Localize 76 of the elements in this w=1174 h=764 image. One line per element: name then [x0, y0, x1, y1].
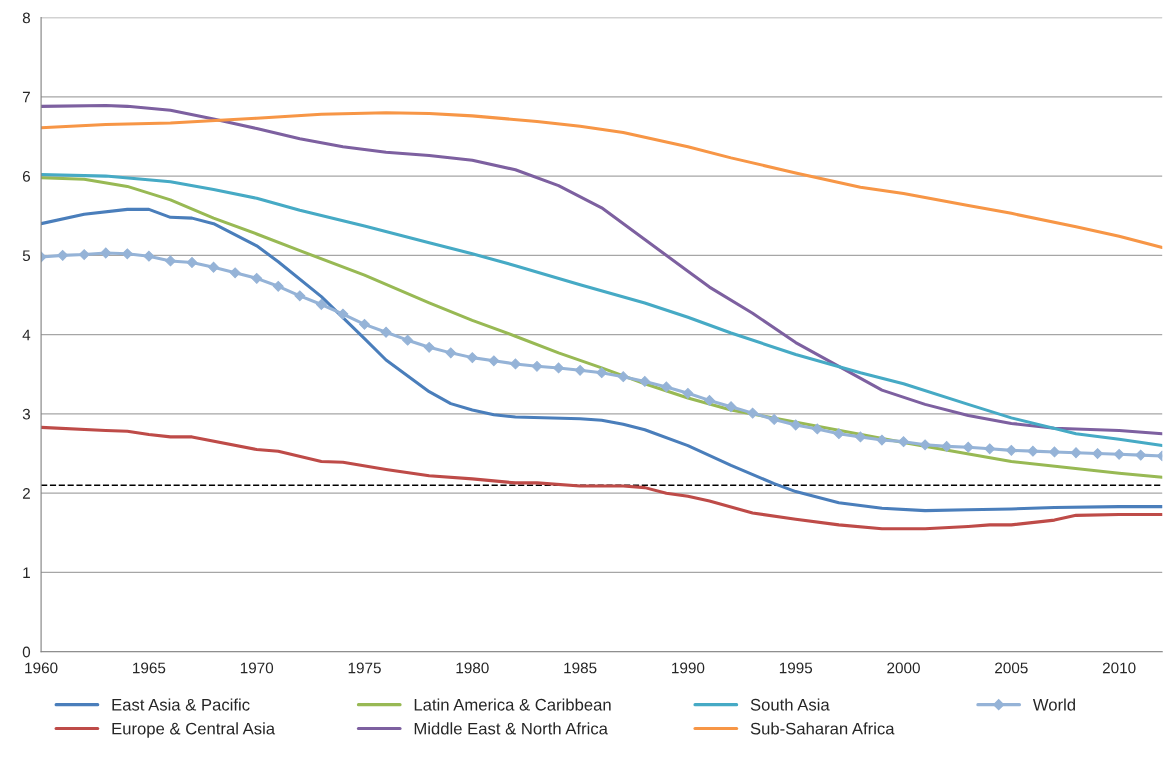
point	[984, 443, 996, 455]
point	[747, 407, 759, 419]
point	[725, 401, 737, 413]
x-tick-label: 1990	[672, 662, 705, 674]
point	[337, 308, 349, 320]
point	[402, 334, 414, 346]
point	[208, 261, 220, 273]
point	[553, 362, 564, 374]
point	[768, 414, 780, 425]
point	[186, 257, 198, 268]
point	[574, 364, 586, 376]
legend-label: East Asia & Pacific	[112, 698, 250, 711]
point	[682, 387, 694, 399]
x-tick-label: 1965	[133, 662, 166, 674]
x-tick-label: 1985	[564, 662, 597, 674]
x-tick-label: 2010	[1102, 662, 1136, 674]
point	[962, 441, 974, 453]
point	[380, 326, 392, 338]
y-tick-label: 3	[22, 408, 30, 420]
legend-label: Sub-Saharan Africa	[750, 722, 895, 735]
line-series	[41, 111, 1163, 249]
point	[596, 367, 608, 379]
point	[423, 341, 435, 353]
point	[1070, 447, 1082, 459]
line-series	[41, 104, 1163, 436]
y-tick-label: 4	[22, 329, 31, 341]
legend-label: South Asia	[750, 698, 830, 711]
x-tick-label: 1975	[348, 662, 381, 674]
y-tick-label: 6	[22, 170, 30, 182]
point	[445, 347, 457, 359]
legend-label: World	[1032, 698, 1075, 711]
point	[811, 423, 823, 435]
point	[833, 428, 845, 440]
point	[488, 355, 500, 367]
point	[1049, 446, 1060, 458]
point	[790, 419, 802, 431]
line-series	[41, 425, 1163, 531]
legend-label: Middle East & North Africa	[414, 722, 608, 735]
y-tick-label: 0	[22, 646, 31, 658]
point	[272, 280, 284, 292]
y-tick-label: 1	[23, 567, 30, 578]
x-tick-label: 2000	[887, 662, 920, 674]
point	[78, 249, 90, 261]
x-tick-label: 1980	[456, 662, 489, 674]
point	[143, 250, 155, 262]
point	[315, 299, 327, 310]
x-tick-label: 1995	[779, 662, 813, 674]
point	[660, 381, 672, 393]
point	[919, 439, 931, 451]
point	[251, 272, 263, 284]
point	[100, 247, 112, 259]
point	[359, 318, 370, 330]
point	[1113, 448, 1125, 460]
point	[617, 371, 629, 383]
y-tick-label: 2	[22, 488, 30, 499]
point	[898, 436, 909, 448]
point	[531, 360, 543, 372]
point	[1005, 444, 1017, 456]
point	[876, 434, 888, 446]
point	[229, 267, 241, 279]
legend-label: Latin America & Caribbean	[414, 698, 611, 711]
point	[165, 255, 176, 267]
x-tick-label: 2005	[995, 662, 1028, 674]
point	[294, 290, 306, 302]
y-tick-label: 8	[22, 12, 31, 24]
point	[639, 375, 651, 387]
x-tick-label: 1960	[25, 662, 58, 674]
point	[854, 431, 866, 443]
point	[466, 352, 478, 364]
legend-label: Europe & Central Asia	[112, 722, 276, 738]
y-tick-label: 5	[22, 250, 31, 262]
line-series	[41, 207, 1163, 513]
point	[704, 394, 715, 406]
x-tick-label: 1970	[240, 662, 274, 674]
y-tick-label: 7	[22, 91, 30, 103]
point	[510, 358, 521, 370]
